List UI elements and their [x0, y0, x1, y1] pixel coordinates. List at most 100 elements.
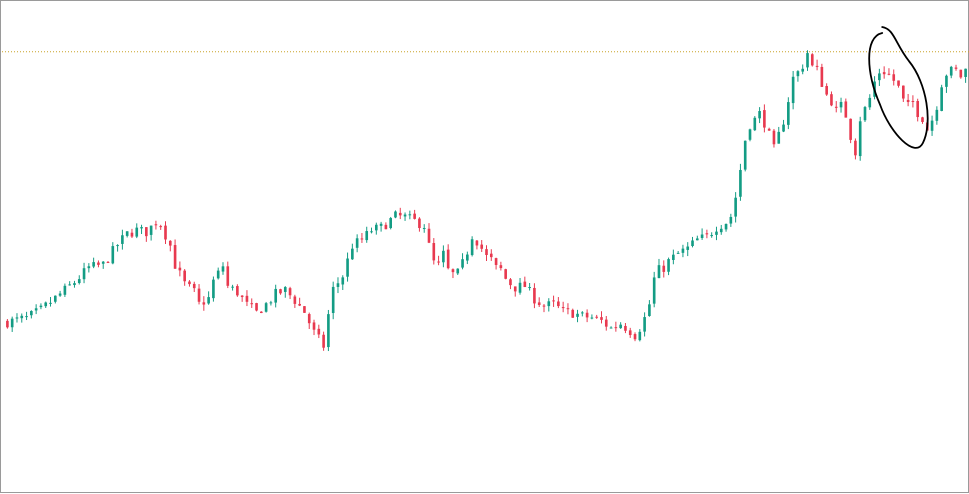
candle-body-up	[370, 231, 373, 233]
candle-body-up	[135, 227, 139, 237]
candle-body-down	[561, 307, 565, 309]
candle-body-down	[260, 311, 263, 314]
candle-body-down	[882, 72, 886, 75]
candle-body-up	[116, 245, 119, 247]
candle-body-down	[485, 249, 488, 255]
candle-body-up	[336, 283, 340, 287]
candle-body-down	[418, 218, 421, 229]
candle-body-up	[442, 250, 445, 263]
candle-body-up	[518, 282, 522, 293]
candle-body-up	[695, 238, 699, 241]
candle-body-down	[226, 266, 230, 286]
candle-body-up	[590, 317, 594, 319]
candle-body-down	[360, 238, 364, 240]
candle-body-down	[197, 288, 201, 302]
candle-body-up	[221, 266, 225, 272]
candle-body-down	[293, 296, 297, 304]
candle-body-down	[533, 287, 536, 304]
candle-body-down	[250, 303, 254, 305]
candle-body-up	[82, 268, 86, 280]
candle-body-up	[274, 288, 278, 303]
candle-body-up	[681, 248, 685, 253]
candle-body-up	[743, 140, 747, 170]
candle-body-down	[830, 94, 833, 106]
candles-layer	[6, 50, 967, 352]
candle-body-up	[456, 268, 460, 274]
candle-body-up	[111, 246, 115, 264]
candle-body-down	[384, 224, 388, 230]
candle-body-up	[68, 284, 71, 286]
candle-body-down	[303, 306, 306, 313]
candle-body-up	[212, 279, 215, 299]
candle-body-down	[322, 334, 325, 348]
candle-body-down	[504, 269, 507, 279]
candle-body-up	[49, 302, 52, 304]
candle-body-down	[489, 253, 493, 258]
candle-body-up	[686, 246, 690, 250]
candle-body-up	[149, 225, 153, 235]
candle-body-up	[355, 238, 359, 248]
candle-body-down	[566, 308, 570, 310]
candle-body-up	[15, 317, 19, 319]
candle-body-down	[633, 334, 637, 340]
candle-body-down	[854, 140, 857, 156]
candle-body-up	[374, 224, 378, 231]
candle-body-down	[398, 212, 402, 216]
candle-body-up	[940, 87, 943, 111]
candle-body-up	[351, 248, 354, 260]
candle-body-down	[279, 289, 282, 294]
candle-body-down	[552, 300, 555, 302]
candle-body-down	[451, 269, 455, 273]
candle-body-down	[763, 110, 766, 128]
candle-body-up	[140, 227, 143, 229]
candle-body-up	[878, 73, 881, 81]
candle-body-down	[585, 312, 589, 318]
candle-body-up	[269, 302, 273, 304]
candle-body-up	[44, 302, 48, 307]
candle-body-up	[796, 71, 800, 77]
candle-body-up	[964, 68, 967, 77]
candle-body-down	[600, 317, 603, 320]
candle-body-down	[815, 65, 819, 67]
candle-body-up	[753, 117, 757, 131]
candle-body-up	[638, 331, 642, 341]
candle-body-down	[154, 224, 158, 226]
candle-body-down	[427, 228, 431, 243]
candle-body-down	[509, 279, 512, 286]
candle-body-up	[39, 305, 43, 308]
candle-body-down	[662, 265, 666, 272]
candle-body-down	[130, 232, 134, 237]
candle-body-down	[413, 213, 416, 219]
candle-body-down	[772, 130, 776, 145]
candle-body-up	[331, 286, 335, 314]
candle-body-down	[106, 261, 110, 263]
candle-body-up	[858, 121, 862, 157]
candle-body-up	[53, 295, 57, 302]
candle-body-up	[408, 214, 412, 216]
candle-body-up	[394, 211, 397, 218]
candle-body-down	[825, 86, 828, 95]
candle-body-down	[312, 322, 316, 330]
candle-body-down	[902, 85, 905, 99]
candle-body-up	[25, 316, 28, 318]
candle-body-down	[604, 319, 608, 327]
candle-body-down	[523, 281, 527, 288]
candle-body-down	[6, 320, 9, 328]
candle-body-up	[403, 214, 407, 217]
candle-body-up	[729, 216, 733, 224]
candle-body-up	[528, 287, 531, 289]
candle-body-up	[77, 279, 81, 284]
candle-body-up	[581, 312, 584, 314]
candle-body-up	[92, 262, 95, 267]
candle-body-up	[470, 239, 474, 256]
candle-body-down	[954, 67, 958, 69]
candle-body-down	[897, 80, 900, 86]
candle-body-down	[892, 74, 896, 81]
candle-body-down	[844, 101, 848, 118]
candle-body-up	[422, 228, 426, 230]
candle-body-down	[236, 286, 239, 296]
candle-body-down	[298, 303, 301, 306]
candle-body-up	[691, 240, 694, 247]
